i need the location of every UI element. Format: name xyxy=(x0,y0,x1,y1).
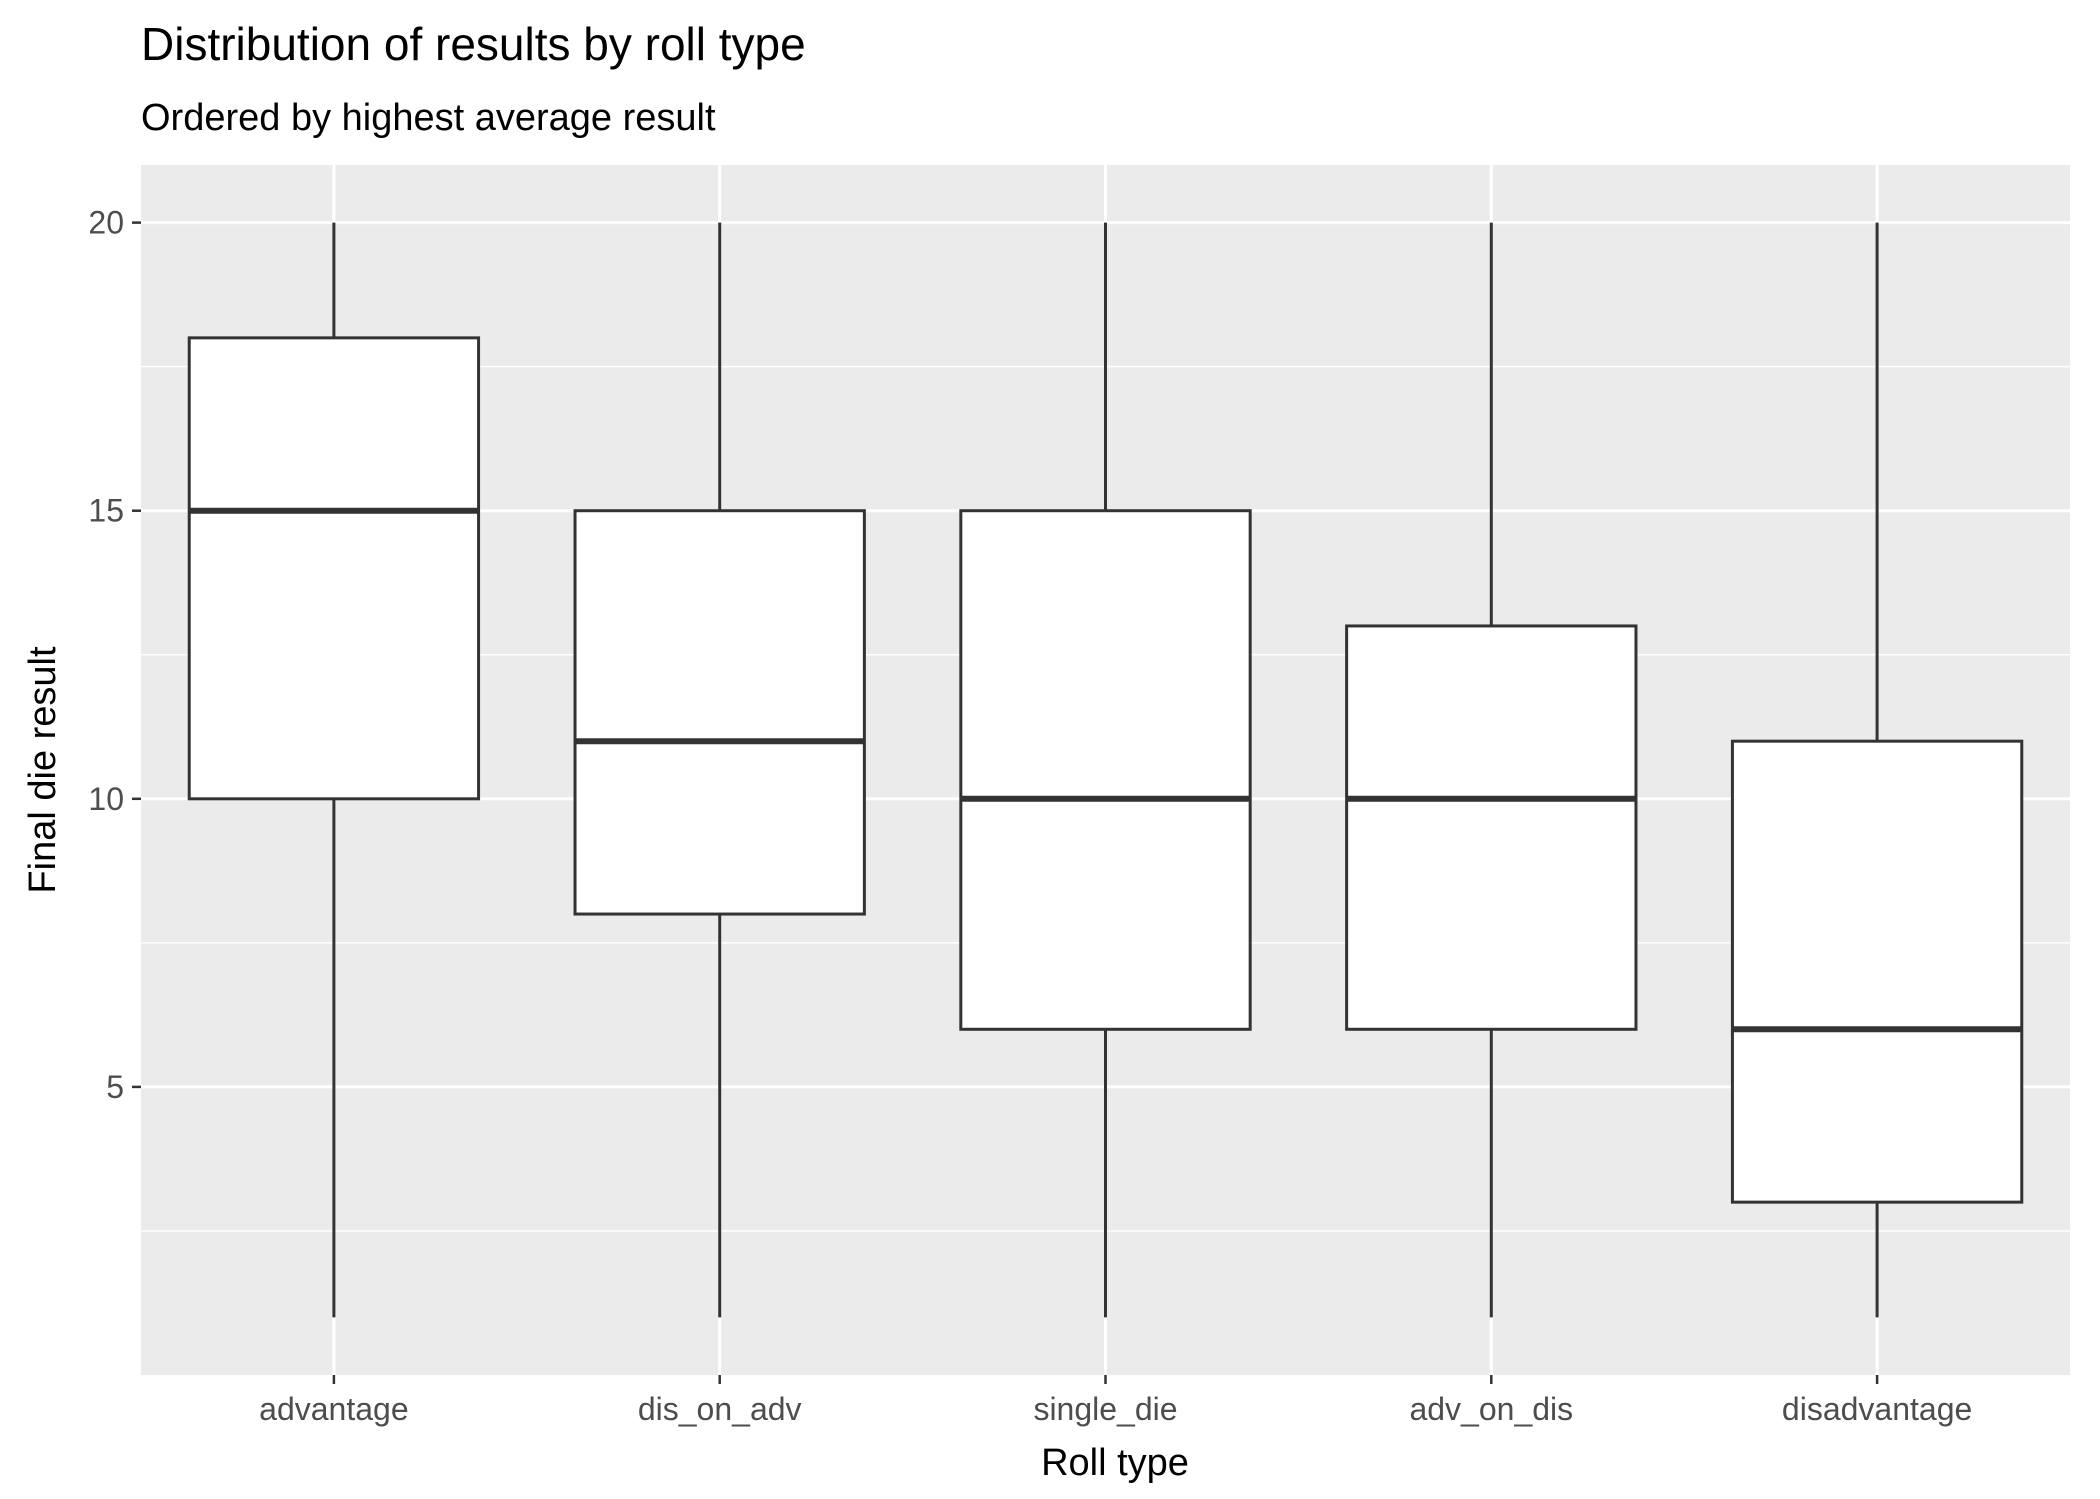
box-advantage xyxy=(187,222,481,1318)
iqr-box xyxy=(959,509,1252,1031)
chart-title: Distribution of results by roll type xyxy=(141,18,806,70)
y-tick-label: 5 xyxy=(106,1069,124,1105)
y-tick-label: 20 xyxy=(88,205,124,241)
x-tick-label: adv_on_dis xyxy=(1409,1391,1573,1427)
box-disadvantage xyxy=(1730,222,2024,1318)
x-tick-label: advantage xyxy=(259,1391,408,1427)
iqr-box xyxy=(573,509,866,916)
x-axis: advantage dis_on_adv single_die adv_on_dis d… xyxy=(259,1375,1972,1427)
x-tick-label: disadvantage xyxy=(1782,1391,1972,1427)
y-axis: 5 10 15 20 xyxy=(88,205,141,1105)
iqr-box xyxy=(1345,624,1638,1031)
box-series xyxy=(187,222,2024,1318)
box-adv_on_dis xyxy=(1345,222,1638,1318)
iqr-box xyxy=(187,336,481,801)
y-tick-label: 15 xyxy=(88,493,124,529)
box-dis_on_adv xyxy=(573,222,866,1318)
y-axis-title: Final die result xyxy=(22,646,64,894)
x-tick-label: single_die xyxy=(1033,1391,1177,1427)
x-tick-label: dis_on_adv xyxy=(638,1391,802,1427)
y-tick-label: 10 xyxy=(88,781,124,817)
chart-subtitle: Ordered by highest average result xyxy=(141,97,716,139)
x-axis-title: Roll type xyxy=(1041,1442,1189,1484)
iqr-box xyxy=(1730,739,2024,1204)
box-single_die xyxy=(959,222,1252,1318)
